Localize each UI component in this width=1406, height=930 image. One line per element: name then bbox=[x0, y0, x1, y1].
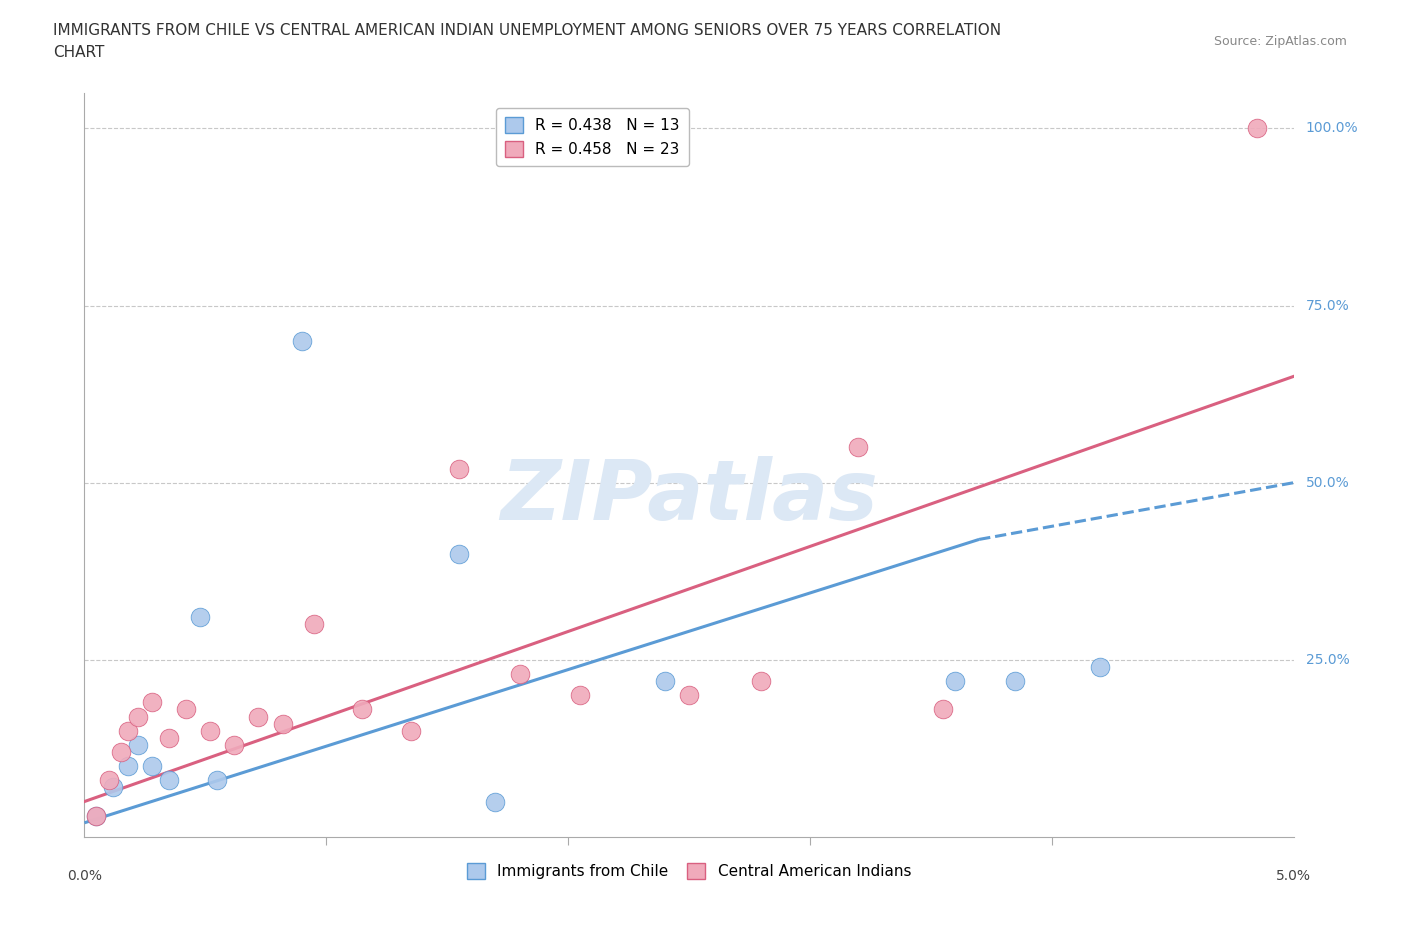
Point bbox=[1088, 659, 1111, 674]
Point bbox=[1246, 121, 1268, 136]
Text: 100.0%: 100.0% bbox=[1306, 122, 1358, 136]
Point bbox=[127, 737, 149, 752]
Point bbox=[569, 688, 592, 703]
Point bbox=[449, 461, 471, 476]
Point bbox=[198, 724, 221, 738]
Point bbox=[141, 695, 163, 710]
Point bbox=[190, 610, 212, 625]
Point bbox=[86, 808, 108, 823]
Point bbox=[157, 730, 180, 745]
Point bbox=[86, 808, 108, 823]
Point bbox=[117, 724, 139, 738]
Point bbox=[141, 759, 163, 774]
Point bbox=[509, 667, 531, 682]
Point bbox=[1004, 673, 1026, 688]
Point bbox=[751, 673, 773, 688]
Point bbox=[654, 673, 676, 688]
Text: IMMIGRANTS FROM CHILE VS CENTRAL AMERICAN INDIAN UNEMPLOYMENT AMONG SENIORS OVER: IMMIGRANTS FROM CHILE VS CENTRAL AMERICA… bbox=[53, 23, 1001, 38]
Point bbox=[399, 724, 422, 738]
Point bbox=[678, 688, 700, 703]
Text: ZIPatlas: ZIPatlas bbox=[501, 457, 877, 538]
Point bbox=[932, 702, 955, 717]
Point bbox=[352, 702, 374, 717]
Point bbox=[174, 702, 197, 717]
Text: 0.0%: 0.0% bbox=[67, 869, 101, 883]
Point bbox=[157, 773, 180, 788]
Point bbox=[117, 759, 139, 774]
Legend: Immigrants from Chile, Central American Indians: Immigrants from Chile, Central American … bbox=[461, 857, 917, 885]
Text: 75.0%: 75.0% bbox=[1306, 299, 1350, 312]
Point bbox=[484, 794, 506, 809]
Text: CHART: CHART bbox=[53, 45, 105, 60]
Text: 50.0%: 50.0% bbox=[1306, 476, 1350, 490]
Point bbox=[943, 673, 966, 688]
Point bbox=[110, 745, 132, 760]
Text: Source: ZipAtlas.com: Source: ZipAtlas.com bbox=[1213, 35, 1347, 48]
Text: 5.0%: 5.0% bbox=[1277, 869, 1310, 883]
Point bbox=[302, 617, 325, 631]
Point bbox=[207, 773, 229, 788]
Text: 25.0%: 25.0% bbox=[1306, 653, 1350, 667]
Point bbox=[127, 709, 149, 724]
Point bbox=[291, 334, 314, 349]
Point bbox=[271, 716, 294, 731]
Point bbox=[449, 546, 471, 561]
Point bbox=[247, 709, 270, 724]
Point bbox=[224, 737, 246, 752]
Point bbox=[846, 440, 869, 455]
Point bbox=[97, 773, 120, 788]
Point bbox=[103, 780, 125, 795]
